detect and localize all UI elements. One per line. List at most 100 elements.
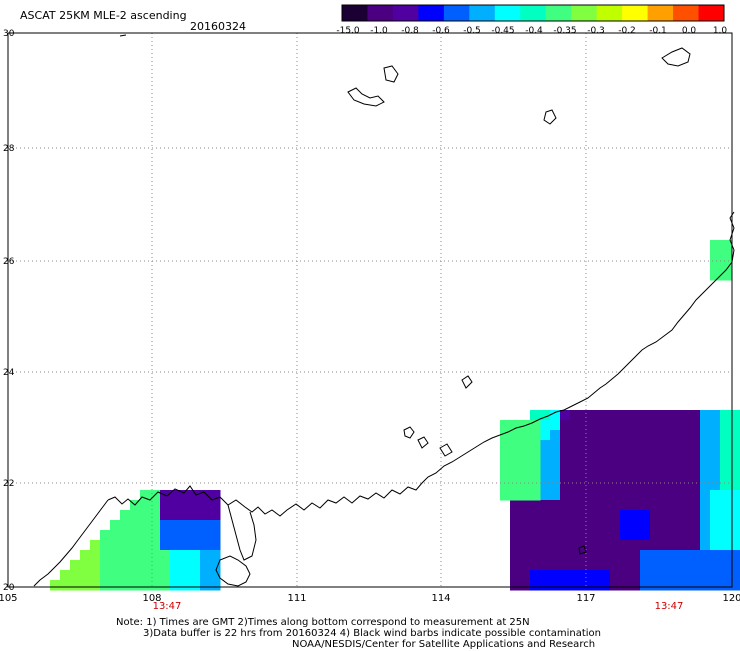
wind-cell [210, 490, 221, 501]
wind-cell [570, 560, 581, 571]
wind-cell [600, 580, 611, 591]
wind-cell [720, 560, 731, 571]
wind-cell [590, 420, 601, 431]
wind-cell [570, 530, 581, 541]
colorbar-swatch [392, 5, 419, 21]
wind-cell [670, 460, 681, 471]
wind-cell [510, 450, 521, 461]
wind-cell [710, 240, 732, 251]
wind-cell [610, 420, 621, 431]
wind-cell [530, 490, 541, 501]
wind-cell [550, 490, 561, 501]
wind-cell [630, 440, 641, 451]
colorbar-label: -0.6 [432, 26, 450, 36]
wind-cell [610, 510, 621, 521]
wind-cell [590, 560, 601, 571]
wind-cell [520, 430, 531, 441]
wind-cell [620, 490, 631, 501]
wind-cell [500, 450, 511, 461]
x-tick-label: 105 [0, 593, 18, 604]
wind-cell [520, 440, 531, 451]
wind-cell [690, 410, 701, 421]
wind-cell [640, 560, 651, 571]
wind-cell [140, 550, 151, 561]
wind-cell [610, 450, 621, 461]
wind-cell [660, 440, 671, 451]
wind-cell [630, 460, 641, 471]
wind-cell [690, 450, 701, 461]
wind-cell [620, 450, 631, 461]
wind-cell [90, 540, 101, 551]
wind-cell [600, 480, 611, 491]
wind-cell [650, 430, 661, 441]
wind-cell [200, 550, 211, 561]
wind-cell [550, 480, 561, 491]
wind-cell [540, 490, 551, 501]
wind-cell [170, 510, 181, 521]
x-tick-label: 108 [142, 593, 161, 604]
wind-cell [550, 500, 561, 511]
wind-cell [660, 540, 671, 551]
wind-cell [720, 490, 731, 501]
wind-cell [720, 460, 731, 471]
colorbar-label: -0.5 [463, 26, 481, 36]
wind-cell [200, 520, 211, 531]
wind-cell [190, 510, 201, 521]
note-line-3: NOAA/NESDIS/Center for Satellite Applica… [292, 639, 596, 650]
wind-cell [110, 580, 121, 591]
wind-cell [560, 530, 571, 541]
wind-cell [540, 560, 551, 571]
wind-cell [630, 570, 641, 581]
wind-cell [650, 530, 661, 541]
wind-cell [580, 420, 591, 431]
wind-cell [690, 510, 701, 521]
wind-cell [500, 490, 511, 501]
wind-cell [570, 510, 581, 521]
wind-cell [590, 500, 601, 511]
wind-cell [570, 520, 581, 531]
wind-cell [580, 540, 591, 551]
wind-cell [580, 430, 591, 441]
wind-cell [650, 560, 661, 571]
wind-cell [650, 480, 661, 491]
wind-cell [560, 460, 571, 471]
wind-cell [660, 530, 671, 541]
wind-cell [680, 520, 691, 531]
wind-cell [590, 470, 601, 481]
wind-cell [550, 430, 561, 441]
wind-cell [120, 550, 131, 561]
y-tick-label: 24 [3, 368, 15, 378]
wind-cell [570, 580, 581, 591]
colorbar-swatch [520, 5, 547, 21]
wind-cell [540, 580, 551, 591]
y-tick-label: 20 [3, 583, 15, 593]
wind-cell [620, 530, 631, 541]
wind-cell [70, 570, 81, 581]
wind-cell [610, 430, 621, 441]
wind-cell [730, 500, 740, 511]
colorbar-label: -1.0 [370, 26, 388, 36]
wind-cell [620, 570, 631, 581]
wind-cell [600, 550, 611, 561]
wind-cell [670, 410, 681, 421]
wind-cell [680, 460, 691, 471]
wind-cell [630, 520, 641, 531]
wind-cell [680, 470, 691, 481]
wind-cell [670, 540, 681, 551]
wind-cell [510, 480, 521, 491]
wind-cell [110, 540, 121, 551]
wind-cell [560, 440, 571, 451]
wind-cell [140, 570, 151, 581]
wind-cell [600, 510, 611, 521]
wind-cell [510, 470, 521, 481]
wind-cell [700, 540, 711, 551]
colorbar-swatch [494, 5, 521, 21]
y-tick-label: 26 [3, 257, 15, 267]
wind-cell [620, 510, 631, 521]
x-tick-label: 111 [287, 593, 306, 604]
wind-cell [690, 540, 701, 551]
time-label: 13:47 [153, 601, 182, 612]
wind-cell [510, 580, 521, 591]
